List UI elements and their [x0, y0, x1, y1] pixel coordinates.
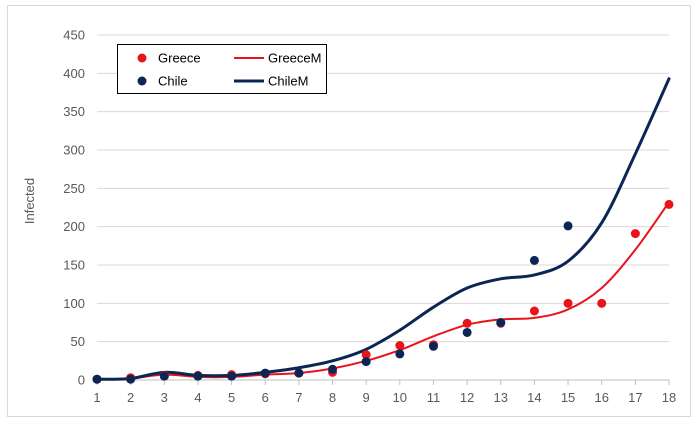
x-tick-label: 1: [93, 390, 100, 405]
x-tick-label: 11: [427, 390, 441, 405]
data-point-chile: [496, 318, 506, 327]
x-tick-label: 17: [628, 390, 642, 405]
y-tick-label: 200: [63, 219, 85, 234]
data-point-chile: [328, 364, 338, 374]
x-tick-label: 10: [393, 390, 407, 405]
data-point-chile: [529, 255, 539, 265]
y-tick-label: 250: [63, 181, 85, 196]
data-point-chile: [193, 371, 203, 381]
x-tick-label: 14: [527, 390, 541, 405]
y-tick-label: 300: [63, 143, 85, 158]
y-axis-title: Infected: [22, 178, 37, 224]
data-point-greece: [529, 306, 539, 316]
x-tick-label: 9: [363, 390, 370, 405]
data-point-chile: [361, 357, 371, 367]
data-point-chile: [126, 374, 136, 384]
y-tick-label: 100: [63, 296, 85, 311]
data-point-chile: [159, 371, 169, 381]
data-point-chile: [260, 368, 270, 378]
x-tick-label: 15: [561, 390, 575, 405]
legend-marker-greece: [137, 53, 147, 63]
x-tick-label: 4: [194, 390, 201, 405]
y-axis-ticks: 0 50 100 150 200 250 300 350 400 450: [63, 28, 85, 388]
data-point-chile: [563, 221, 573, 231]
data-point-greece: [597, 298, 607, 308]
x-tick-label: 2: [127, 390, 134, 405]
x-tick-label: 8: [329, 390, 336, 405]
y-tick-label: 450: [63, 28, 85, 43]
x-tick-label: 18: [662, 390, 676, 405]
x-tick-label: 7: [295, 390, 302, 405]
data-point-greece: [395, 341, 405, 350]
y-tick-label: 50: [71, 334, 85, 349]
data-point-chile: [92, 374, 102, 384]
legend-label-chile: Chile: [158, 74, 188, 89]
data-point-chile: [395, 349, 405, 359]
y-tick-label: 350: [63, 104, 85, 119]
data-points: [92, 199, 674, 384]
data-point-greece: [664, 199, 674, 209]
legend-marker-chile: [137, 76, 147, 86]
data-point-chile: [227, 371, 237, 381]
y-tick-label: 0: [78, 373, 85, 388]
x-axis-ticks: 1 2 3 4 5 6 7 8 9 10 11 12 13 14 15 16 17 18: [93, 390, 676, 405]
y-tick-label: 150: [63, 258, 85, 273]
data-point-greece: [361, 350, 371, 360]
x-tick-label: 3: [161, 390, 168, 405]
legend-label-chilem: ChileM: [268, 74, 308, 89]
legend-label-greecem: GreeceM: [268, 51, 321, 66]
data-point-chile: [294, 368, 304, 378]
x-tick-label: 13: [494, 390, 508, 405]
data-point-greece: [630, 229, 640, 239]
legend-box: [117, 44, 327, 94]
data-point-greece: [462, 318, 472, 328]
data-point-greece: [563, 298, 573, 308]
data-point-chile: [462, 327, 472, 337]
x-tick-label: 5: [228, 390, 235, 405]
x-axis: [96, 379, 670, 385]
legend-label-greece: Greece: [158, 51, 201, 66]
y-tick-label: 400: [63, 66, 85, 81]
x-tick-label: 12: [460, 390, 474, 405]
x-tick-label: 6: [262, 390, 269, 405]
legend: Greece GreeceM Chile ChileM: [117, 44, 327, 94]
gridlines: [97, 34, 669, 343]
x-tick-label: 16: [594, 390, 608, 405]
data-point-chile: [428, 341, 438, 351]
